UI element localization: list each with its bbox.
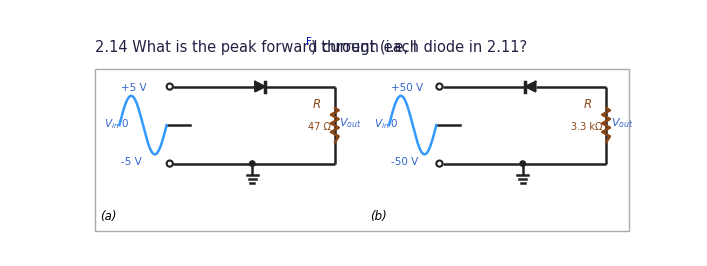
FancyBboxPatch shape <box>95 69 629 231</box>
Text: $V_{in}$: $V_{in}$ <box>104 117 119 131</box>
Text: -50 V: -50 V <box>391 157 418 167</box>
Text: ) through each diode in 2.11?: ) through each diode in 2.11? <box>311 40 527 55</box>
Text: (a): (a) <box>100 210 117 223</box>
Text: 0: 0 <box>391 119 397 129</box>
Text: $V_{out}$: $V_{out}$ <box>339 117 362 130</box>
Text: +50 V: +50 V <box>391 83 423 93</box>
Circle shape <box>520 161 525 166</box>
Text: F: F <box>305 37 312 47</box>
Text: 3.3 kΩ: 3.3 kΩ <box>571 122 602 132</box>
Text: R: R <box>312 98 321 111</box>
Text: $V_{in}$: $V_{in}$ <box>373 117 389 131</box>
Text: -5 V: -5 V <box>121 157 141 167</box>
Text: +5 V: +5 V <box>121 83 146 93</box>
Text: 47 Ω: 47 Ω <box>308 122 331 132</box>
Polygon shape <box>255 82 265 92</box>
Text: R: R <box>584 98 592 111</box>
Text: $V_{out}$: $V_{out}$ <box>611 117 633 130</box>
Text: 0: 0 <box>121 119 127 129</box>
Circle shape <box>250 161 255 166</box>
Text: (b): (b) <box>370 210 387 223</box>
Polygon shape <box>525 82 535 92</box>
Text: 2.14 What is the peak forward current (i.e, I: 2.14 What is the peak forward current (i… <box>95 40 416 55</box>
